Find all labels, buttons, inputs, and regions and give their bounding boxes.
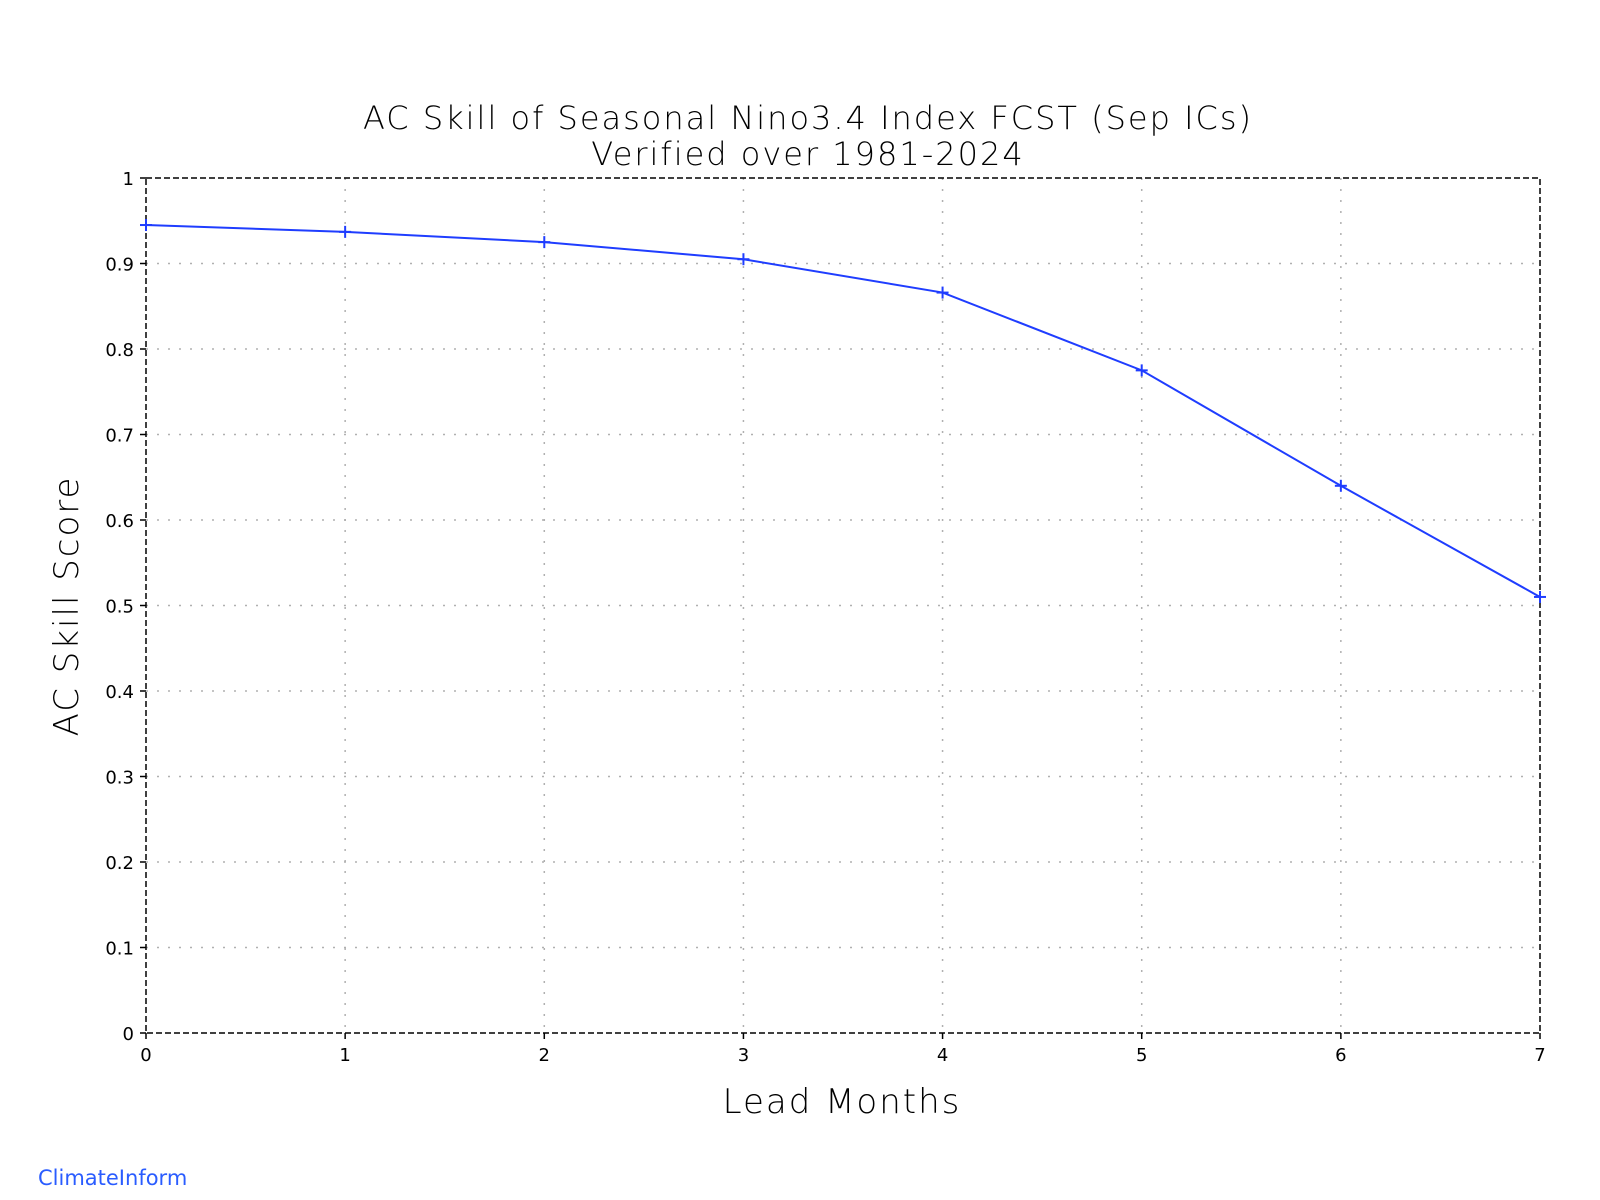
data-point [1334,479,1347,492]
x-tick-label: 1 [339,1045,350,1066]
y-tick-label: 1 [123,169,134,190]
data-point [1534,590,1546,603]
data-point [1135,364,1148,377]
x-tick-label: 2 [539,1045,550,1066]
y-tick-label: 0.5 [105,597,134,618]
chart-subtitle: Verified over 1981-2024 [591,135,1024,173]
watermark: ClimateInform [38,1166,188,1190]
data-point [339,225,352,238]
data-point [737,253,750,266]
ticks: 0 0.1 0.2 0.3 0.4 0.5 0.6 0.7 0.8 0.9 1 0 1 2 3 4 5 6 7 [105,169,1545,1066]
y-tick-label: 0.8 [105,340,134,361]
chart-title: AC Skill of Seasonal Nino3.4 Index FCST … [363,99,1253,137]
x-tick-label: 6 [1335,1045,1346,1066]
y-tick-label: 0.9 [105,255,134,276]
grid [146,178,1540,1033]
y-tick-label: 0.1 [105,939,134,960]
y-tick-label: 0.2 [105,853,134,874]
y-axis-label: AC Skill Score [47,476,87,737]
x-axis-label: Lead Months [723,1082,962,1122]
y-tick-label: 0.3 [105,768,134,789]
x-tick-label: 7 [1534,1045,1545,1066]
data-point [140,219,152,232]
y-tick-label: 0.6 [105,511,134,532]
data-point [936,286,949,299]
y-tick-label: 0.4 [105,682,134,703]
data-point [538,236,551,249]
x-tick-label: 0 [140,1045,151,1066]
x-tick-label: 4 [937,1045,948,1066]
series-layer [140,219,1546,603]
x-tick-label: 3 [738,1045,749,1066]
x-tick-label: 5 [1136,1045,1147,1066]
y-tick-label: 0.7 [105,426,134,447]
series-line [145,224,1541,598]
y-tick-label: 0 [123,1024,134,1045]
